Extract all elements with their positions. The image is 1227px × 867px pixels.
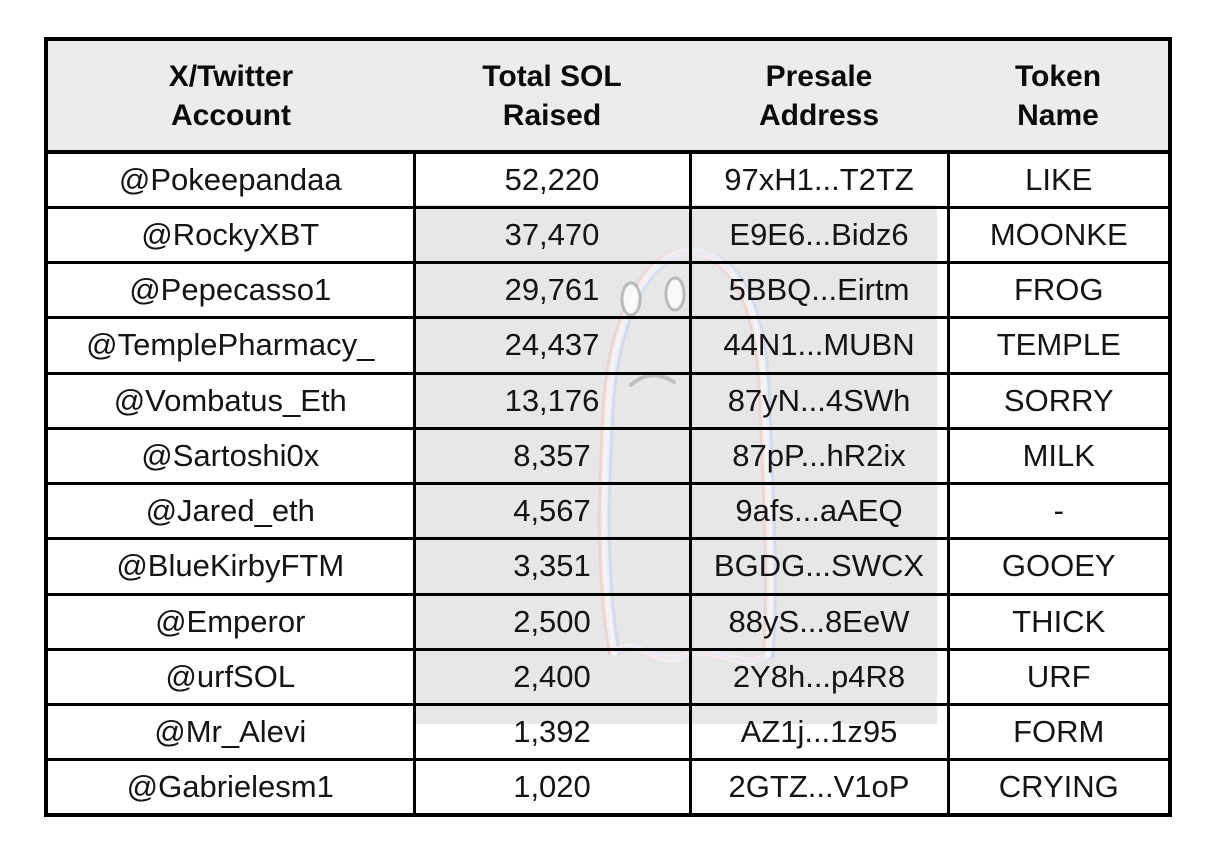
account-cell: @BlueKirbyFTM [44,537,416,596]
token-name-cell: MILK [946,426,1172,486]
table-row: @Pepecasso1 29,761 5BBQ...Eirtm FROG [44,260,1172,320]
col-header-token-name: Token Name [948,39,1170,154]
account-cell: @Pepecasso1 [44,260,416,320]
token-name-cell: SORRY [946,371,1172,430]
account-cell: @RockyXBT [44,205,416,265]
table-row: @Emperor 2,500 88yS...8EeW THICK [44,592,1172,651]
presale-address-cell: 97xH1...T2TZ [688,150,950,209]
presale-address-cell: 87pP...hR2ix [688,426,950,486]
sol-raised-cell: 52,220 [412,150,692,209]
presale-table-container: X/Twitter Account Total SOL Raised Presa… [44,37,1172,817]
col-header-account: X/Twitter Account [46,39,414,154]
presale-address-cell: 9afs...aAEQ [688,481,950,541]
sol-raised-cell: 13,176 [412,371,692,430]
sol-raised-cell: 3,351 [412,537,692,596]
presale-data-table: X/Twitter Account Total SOL Raised Presa… [44,37,1172,817]
table-row: @Mr_Alevi 1,392 AZ1j...1z95 FORM [44,702,1172,762]
table-row: @BlueKirbyFTM 3,351 BGDG...SWCX GOOEY [44,537,1172,596]
table-row: @TemplePharmacy_ 24,437 44N1...MUBN TEMP… [44,316,1172,375]
token-name-cell: URF [946,647,1172,707]
table-row: @Vombatus_Eth 13,176 87yN...4SWh SORRY [44,371,1172,430]
presale-address-cell: 2Y8h...p4R8 [688,647,950,707]
token-name-cell: FROG [946,260,1172,320]
presale-address-cell: 87yN...4SWh [688,371,950,430]
token-name-cell: LIKE [946,150,1172,209]
presale-address-cell: 2GTZ...V1oP [688,758,950,817]
account-cell: @urfSOL [44,647,416,707]
presale-address-cell: BGDG...SWCX [688,537,950,596]
token-name-cell: MOONKE [946,205,1172,265]
token-name-cell: TEMPLE [946,316,1172,375]
account-cell: @Jared_eth [44,481,416,541]
presale-address-cell: 88yS...8EeW [688,592,950,651]
table-row: @Gabrielesm1 1,020 2GTZ...V1oP CRYING [44,758,1172,817]
account-cell: @Sartoshi0x [44,426,416,486]
account-cell: @Pokeepandaa [44,150,416,209]
sol-raised-cell: 24,437 [412,316,692,375]
account-cell: @Vombatus_Eth [44,371,416,430]
col-header-sol-raised: Total SOL Raised [414,39,690,154]
table-row: @Jared_eth 4,567 9afs...aAEQ - [44,481,1172,541]
sol-raised-cell: 29,761 [412,260,692,320]
sol-raised-cell: 2,500 [412,592,692,651]
presale-address-cell: 5BBQ...Eirtm [688,260,950,320]
account-cell: @Emperor [44,592,416,651]
token-name-cell: THICK [946,592,1172,651]
sol-raised-cell: 1,020 [412,758,692,817]
table-row: @Pokeepandaa 52,220 97xH1...T2TZ LIKE [44,150,1172,209]
presale-address-cell: AZ1j...1z95 [688,702,950,762]
token-name-cell: GOOEY [946,537,1172,596]
token-name-cell: FORM [946,702,1172,762]
sol-raised-cell: 37,470 [412,205,692,265]
sol-raised-cell: 1,392 [412,702,692,762]
account-cell: @Mr_Alevi [44,702,416,762]
table-row: @urfSOL 2,400 2Y8h...p4R8 URF [44,647,1172,707]
token-name-cell: - [946,481,1172,541]
sol-raised-cell: 4,567 [412,481,692,541]
table-row: @Sartoshi0x 8,357 87pP...hR2ix MILK [44,426,1172,486]
sol-raised-cell: 2,400 [412,647,692,707]
header-row: X/Twitter Account Total SOL Raised Presa… [46,39,1170,154]
account-cell: @Gabrielesm1 [44,758,416,817]
col-header-presale-address: Presale Address [690,39,948,154]
table-row: @RockyXBT 37,470 E9E6...Bidz6 MOONKE [44,205,1172,265]
presale-address-cell: 44N1...MUBN [688,316,950,375]
token-name-cell: CRYING [946,758,1172,817]
account-cell: @TemplePharmacy_ [44,316,416,375]
presale-address-cell: E9E6...Bidz6 [688,205,950,265]
sol-raised-cell: 8,357 [412,426,692,486]
